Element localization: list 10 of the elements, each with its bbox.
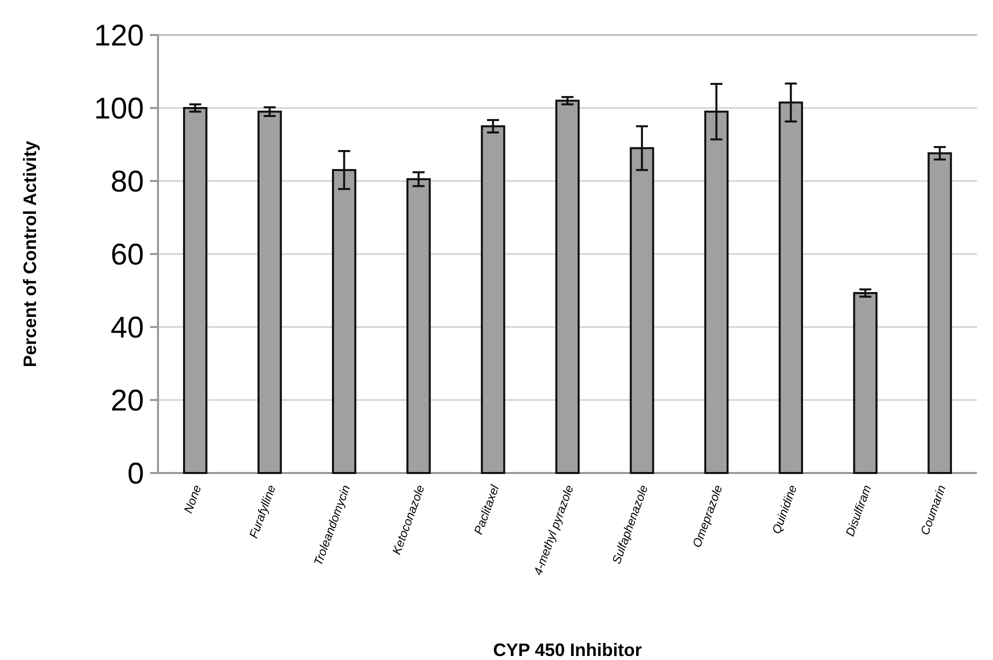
y-tick-label: 0 xyxy=(127,458,144,490)
y-tick-label: 80 xyxy=(110,166,144,198)
x-tick-label: None xyxy=(181,482,204,515)
y-axis-title: Percent of Control Activity xyxy=(20,140,40,368)
x-axis-title: CYP 450 Inhibitor xyxy=(493,640,642,660)
y-tick-label: 60 xyxy=(110,238,144,272)
y-tick-label: 40 xyxy=(110,312,144,344)
y-tick-label: 100 xyxy=(94,92,144,126)
y-tick-label: 120 xyxy=(94,20,144,52)
y-tick-label: 20 xyxy=(110,384,144,418)
